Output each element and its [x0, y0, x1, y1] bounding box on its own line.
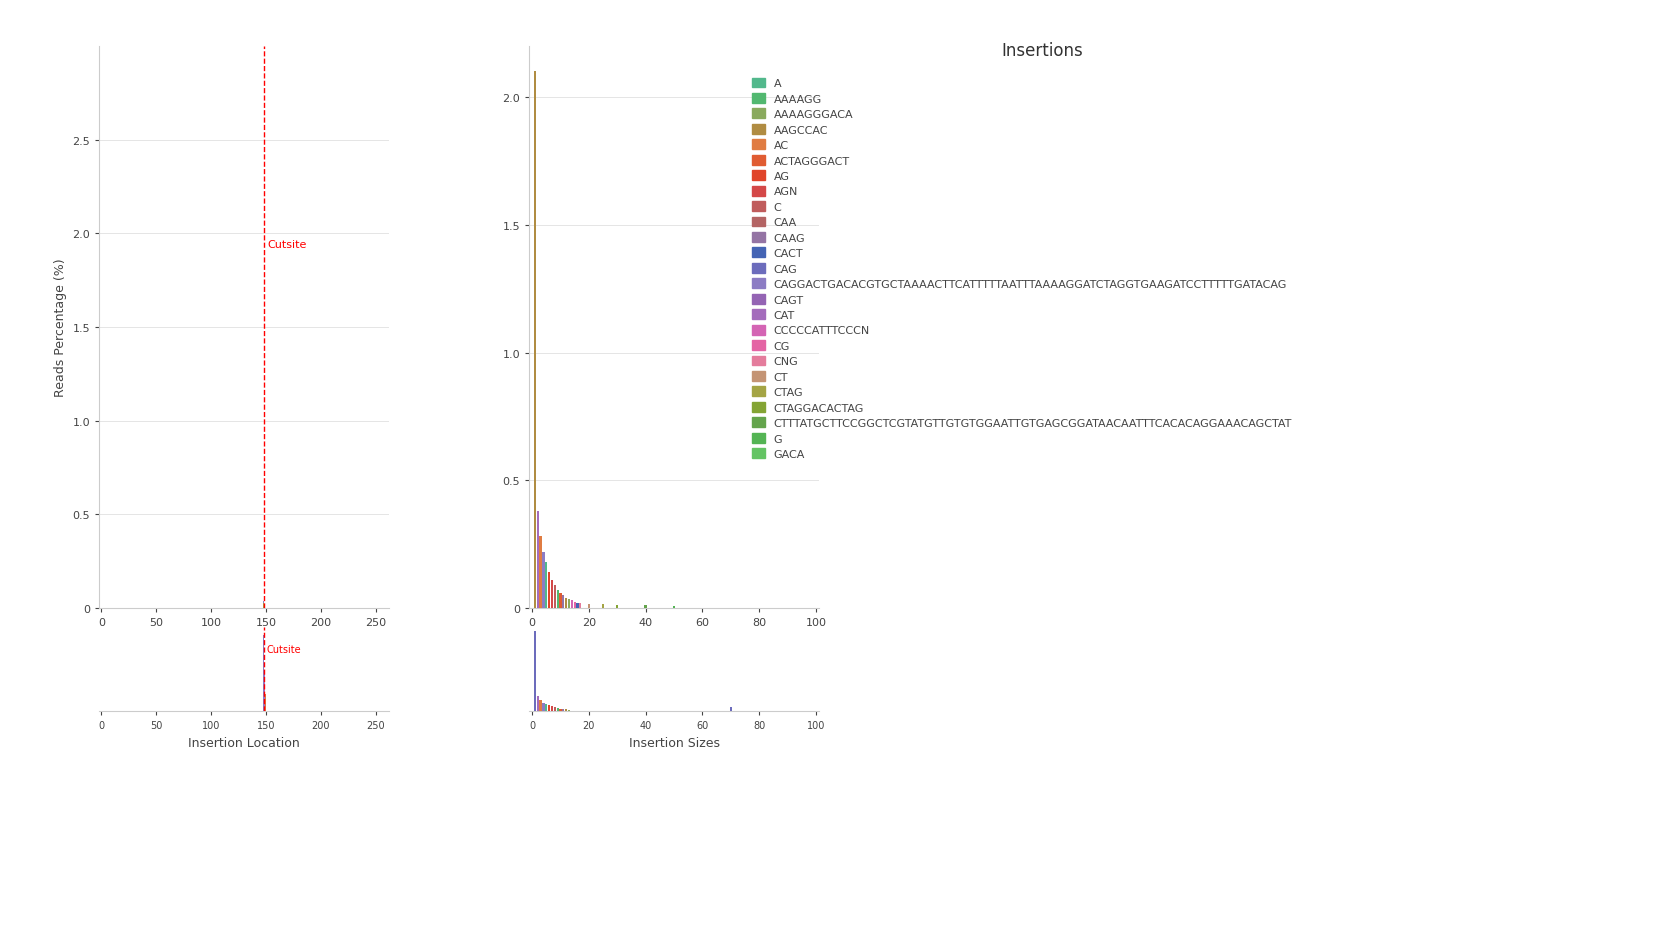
- Bar: [536, 696, 539, 711]
- Bar: [534, 78, 536, 608]
- Bar: [551, 580, 552, 608]
- Bar: [559, 709, 562, 711]
- Bar: [562, 709, 564, 711]
- Bar: [554, 585, 556, 608]
- X-axis label: Insertion Location: Insertion Location: [189, 736, 299, 749]
- Bar: [673, 607, 675, 608]
- Y-axis label: Reads Percentage (%): Reads Percentage (%): [55, 258, 66, 397]
- Bar: [547, 706, 551, 711]
- Bar: [562, 595, 564, 608]
- Bar: [554, 708, 556, 711]
- Bar: [534, 72, 536, 608]
- Bar: [587, 605, 590, 608]
- Bar: [574, 602, 576, 608]
- Bar: [539, 700, 543, 711]
- X-axis label: Insertion Sizes: Insertion Sizes: [629, 736, 719, 749]
- Bar: [536, 511, 539, 608]
- Bar: [615, 606, 619, 608]
- Bar: [645, 606, 647, 608]
- Bar: [567, 599, 571, 608]
- Bar: [543, 552, 544, 608]
- Legend: A, AAAAGG, AAAAGGGACA, AAGCCAC, AC, ACTAGGGACT, AG, AGN, C, CAA, CAAG, CACT, CAG: A, AAAAGG, AAAAGGGACA, AAGCCAC, AC, ACTA…: [751, 79, 1292, 460]
- Bar: [576, 604, 579, 608]
- Bar: [566, 709, 567, 711]
- Bar: [546, 705, 547, 711]
- Bar: [556, 591, 559, 608]
- Bar: [551, 707, 552, 711]
- Bar: [602, 605, 604, 608]
- Text: Cutsite: Cutsite: [266, 241, 306, 250]
- Bar: [546, 563, 547, 608]
- Bar: [729, 708, 731, 711]
- Bar: [559, 593, 562, 608]
- Bar: [566, 598, 567, 608]
- Text: Insertions: Insertions: [1001, 42, 1083, 60]
- Text: Cutsite: Cutsite: [266, 644, 301, 654]
- Bar: [543, 703, 544, 711]
- Bar: [579, 604, 582, 608]
- Bar: [571, 601, 572, 608]
- Bar: [534, 631, 536, 711]
- Bar: [556, 708, 559, 711]
- Bar: [547, 573, 551, 608]
- Bar: [539, 537, 543, 608]
- Bar: [567, 709, 571, 711]
